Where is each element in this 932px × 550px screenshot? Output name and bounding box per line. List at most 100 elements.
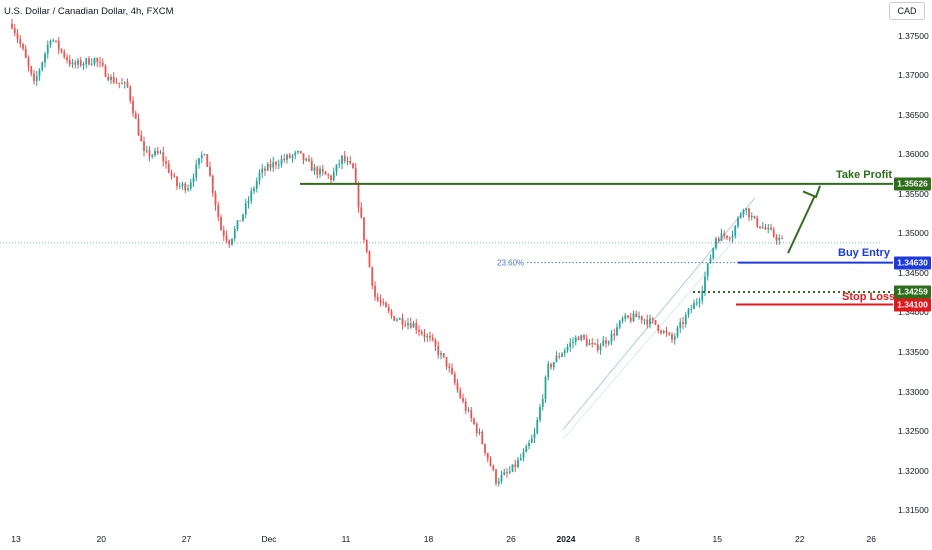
candle-body	[16, 33, 19, 40]
candle-body	[616, 327, 618, 336]
candle-body	[440, 353, 442, 355]
candle-body	[269, 163, 272, 168]
candle-body	[253, 188, 255, 192]
price-tick-label: 1.34000	[898, 307, 929, 318]
time-tick-label: 13	[11, 534, 21, 544]
candle-body	[475, 423, 478, 434]
candle-body	[492, 465, 495, 470]
candle-body	[236, 220, 239, 229]
candle-body	[22, 44, 24, 49]
candle-body	[481, 431, 484, 444]
candle-body	[244, 203, 247, 215]
candle-body	[313, 167, 316, 171]
candle-body	[49, 41, 52, 45]
candle-body	[726, 235, 728, 238]
candle-body	[275, 162, 277, 165]
candle-body	[217, 205, 220, 217]
candle-body	[145, 150, 148, 152]
candle-body	[693, 302, 695, 310]
candle-body	[387, 307, 390, 312]
candle-body	[330, 175, 332, 181]
candle-body	[552, 362, 555, 368]
candle-body	[753, 215, 756, 218]
candle-body	[555, 355, 558, 363]
candle-body	[728, 237, 731, 239]
candle-body	[200, 155, 203, 159]
candle-body	[107, 76, 110, 81]
candle-body	[332, 171, 335, 181]
candle-body	[412, 323, 415, 328]
candle-body	[654, 320, 657, 325]
candle-body	[291, 155, 294, 158]
candle-body	[470, 410, 473, 419]
candle-body	[222, 230, 225, 236]
candle-body	[242, 214, 244, 221]
candle-body	[629, 317, 632, 322]
price-tick-label: 1.32500	[898, 426, 929, 437]
candle-body	[723, 233, 726, 236]
candle-body	[346, 160, 349, 162]
candle-body	[522, 452, 525, 459]
candle-body	[638, 316, 640, 318]
candle-body	[684, 315, 687, 324]
candle-body	[484, 443, 486, 454]
candle-body	[178, 185, 181, 187]
candle-body	[239, 220, 242, 222]
candle-body	[33, 73, 35, 81]
candle-body	[277, 164, 280, 166]
candle-body	[357, 182, 360, 208]
candle-body	[445, 357, 448, 367]
candle-body	[99, 61, 101, 63]
take-profit-price-badge: 1.35626	[894, 177, 931, 191]
candle-body	[649, 318, 651, 325]
price-tick-label: 1.36500	[898, 109, 929, 120]
candle-body	[154, 150, 156, 156]
candle-body	[195, 164, 198, 178]
candle-body	[720, 233, 723, 241]
candle-body	[214, 193, 217, 206]
candle-body	[341, 155, 343, 164]
candle-body	[610, 333, 613, 342]
candle-body	[343, 155, 346, 162]
candle-body	[266, 163, 269, 171]
candle-body	[112, 77, 115, 83]
candle-body	[525, 445, 528, 453]
candle-body	[247, 200, 250, 204]
candle-body	[305, 158, 308, 161]
candle-body	[104, 65, 107, 77]
fib-23-6-label: 23.60%	[497, 258, 525, 268]
candle-body	[96, 58, 99, 62]
candle-body	[489, 458, 492, 466]
candle-body	[453, 373, 456, 384]
candle-body	[588, 343, 591, 346]
candle-body	[759, 226, 761, 229]
candle-body	[767, 227, 770, 230]
arrow-head	[802, 185, 821, 199]
candle-body	[261, 168, 264, 173]
price-tick-label: 1.37000	[898, 70, 929, 81]
candle-body	[464, 401, 467, 411]
candle-body	[646, 319, 649, 325]
candle-body	[60, 49, 63, 52]
candle-body	[651, 318, 654, 321]
candle-body	[327, 174, 330, 176]
candle-body	[643, 319, 646, 321]
candle-body	[38, 69, 41, 77]
candle-body	[30, 66, 33, 74]
candle-body	[85, 58, 88, 64]
candle-body	[376, 296, 379, 300]
candle-body	[129, 86, 132, 101]
candle-body	[429, 335, 431, 338]
currency-button[interactable]: CAD	[889, 2, 925, 20]
candle-body	[159, 152, 162, 154]
time-tick-label: 26	[866, 534, 876, 544]
candle-body	[280, 159, 283, 165]
candle-body	[68, 59, 71, 65]
candle-body	[607, 341, 610, 344]
candle-body	[437, 346, 440, 355]
price-axis[interactable]: 1.37500 1.37000 1.36500 1.36000 1.35500 1.350…	[882, 0, 932, 530]
candle-body	[772, 229, 775, 237]
candle-body	[170, 172, 173, 176]
candle-body	[500, 474, 503, 482]
